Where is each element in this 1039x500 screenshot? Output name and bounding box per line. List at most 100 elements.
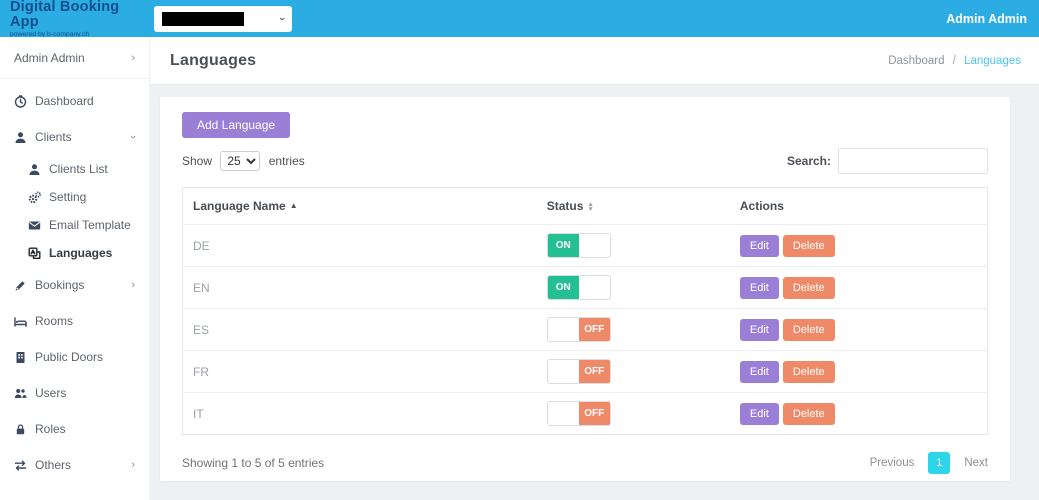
header-language-dropdown[interactable]: › — [154, 5, 292, 32]
chevron-down-icon: › — [127, 135, 140, 139]
delete-button-it[interactable]: Delete — [782, 402, 835, 425]
sidebar-item-public-doors[interactable]: Public Doors — [0, 339, 149, 375]
page-size-select[interactable]: 25 — [220, 151, 261, 171]
chevron-right-icon: › — [131, 279, 135, 291]
sidebar-item-label: Bookings — [35, 278, 85, 292]
sidebar-item-rooms[interactable]: Rooms — [0, 303, 149, 339]
show-label: Show — [182, 154, 213, 168]
toggle-off-segment — [579, 234, 610, 257]
search-control: Search: — [787, 148, 988, 174]
sidebar-item-label: Languages — [49, 246, 113, 260]
status-toggle-en[interactable]: ON — [546, 275, 611, 300]
sidebar: Admin Admin › Dashboard Clients › Clients Lis… — [0, 37, 150, 500]
edit-button-en[interactable]: Edit — [739, 276, 779, 299]
pagination: Previous 1 Next — [870, 452, 988, 474]
column-header-actions: Actions — [739, 199, 784, 213]
status-toggle-fr[interactable]: OFF — [546, 359, 611, 384]
edit-button-es[interactable]: Edit — [739, 318, 779, 341]
sidebar-item-label: Clients — [35, 130, 72, 144]
breadcrumb: Dashboard / Languages — [888, 55, 1021, 67]
edit-button-fr[interactable]: Edit — [739, 360, 779, 383]
languages-table: Language Name ▲ Status ▲ ▼ Actions DE ON Edit… — [182, 187, 988, 435]
status-cell: ON — [536, 266, 730, 309]
column-header-language-name[interactable]: Language Name ▲ — [193, 199, 298, 213]
sidebar-item-label: Roles — [35, 422, 66, 436]
table-row-es: ES OFF Edit Delete — [182, 308, 988, 351]
chevron-right-icon: › — [131, 52, 135, 64]
sidebar-item-users[interactable]: Users — [0, 375, 149, 411]
toggle-off-segment: OFF — [578, 360, 610, 383]
toggle-off-segment: OFF — [578, 402, 610, 425]
delete-button-fr[interactable]: Delete — [782, 360, 835, 383]
bed-icon — [14, 315, 29, 328]
envelope-icon — [28, 219, 43, 232]
table-header-row: Language Name ▲ Status ▲ ▼ Actions — [183, 188, 988, 225]
door-icon — [14, 351, 29, 364]
table-footer: Showing 1 to 5 of 5 entries Previous 1 N… — [182, 452, 988, 474]
table-row-en: EN ON Edit Delete — [182, 266, 988, 309]
redacted-selection-block — [162, 11, 244, 26]
toggle-on-segment — [548, 360, 579, 383]
pagination-previous[interactable]: Previous — [869, 457, 915, 469]
toggle-on-segment: ON — [547, 234, 579, 257]
toggle-off-segment: OFF — [578, 318, 610, 341]
sidebar-item-others[interactable]: Others › — [0, 447, 149, 483]
sort-ascending-icon: ▲ — [289, 201, 298, 210]
language-name-cell: DE — [182, 224, 537, 267]
search-label: Search: — [786, 154, 831, 168]
sidebar-item-label: Setting — [49, 190, 87, 204]
edit-button-it[interactable]: Edit — [739, 402, 779, 425]
chevron-right-icon: › — [131, 459, 135, 471]
main-content: Add Language Show 25 entries Search: Lan… — [150, 85, 1039, 500]
app-brand: Digital Booking App powered by b-company… — [0, 0, 150, 38]
page-title-bar: Languages Dashboard / Languages — [150, 37, 1039, 85]
status-cell: OFF — [536, 350, 730, 393]
sidebar-item-admin-admin[interactable]: Admin Admin › — [0, 37, 149, 79]
status-cell: OFF — [536, 308, 730, 351]
toggle-off-segment — [579, 276, 610, 299]
add-language-button[interactable]: Add Language — [182, 112, 291, 138]
edit-button-de[interactable]: Edit — [739, 234, 779, 257]
sidebar-item-clients[interactable]: Clients › — [0, 119, 149, 155]
delete-button-de[interactable]: Delete — [782, 234, 835, 257]
sidebar-item-email-template[interactable]: Email Template — [0, 211, 149, 239]
language-name-cell: FR — [182, 350, 537, 393]
user-icon — [28, 163, 43, 176]
sidebar-item-dashboard[interactable]: Dashboard — [0, 83, 149, 119]
delete-button-es[interactable]: Delete — [782, 318, 835, 341]
sidebar-item-bookings[interactable]: Bookings › — [0, 267, 149, 303]
actions-cell: Edit Delete — [729, 266, 988, 309]
toggle-on-segment — [548, 318, 579, 341]
sidebar-item-roles[interactable]: Roles — [0, 411, 149, 447]
status-toggle-de[interactable]: ON — [546, 233, 611, 258]
pen-icon — [14, 279, 29, 292]
search-input[interactable] — [838, 148, 988, 174]
gears-icon — [28, 191, 43, 204]
sidebar-nav: Admin Admin › Dashboard Clients › Clients Lis… — [0, 37, 149, 483]
actions-cell: Edit Delete — [729, 308, 988, 351]
sidebar-item-setting[interactable]: Setting — [0, 183, 149, 211]
app-title: Digital Booking App — [10, 0, 120, 30]
language-name-cell: EN — [182, 266, 537, 309]
sidebar-submenu-clients: Clients List Setting Email Template Languag… — [0, 155, 149, 267]
column-header-status[interactable]: Status ▲ ▼ — [546, 199, 594, 213]
pagination-next[interactable]: Next — [964, 457, 988, 469]
header-user-label[interactable]: Admin Admin — [946, 11, 1027, 26]
status-toggle-es[interactable]: OFF — [546, 317, 611, 342]
sidebar-item-languages[interactable]: Languages — [0, 239, 149, 267]
delete-button-en[interactable]: Delete — [782, 276, 835, 299]
sidebar-item-label: Public Doors — [35, 350, 104, 364]
sidebar-item-label: Rooms — [35, 314, 74, 328]
breadcrumb-dashboard[interactable]: Dashboard — [888, 54, 945, 67]
lock-icon — [14, 423, 29, 436]
pagination-page-1[interactable]: 1 — [928, 452, 951, 474]
arrows-icon — [14, 459, 29, 472]
breadcrumb-languages[interactable]: Languages — [964, 54, 1021, 67]
actions-cell: Edit Delete — [729, 224, 988, 267]
table-row-it: IT OFF Edit Delete — [182, 392, 988, 435]
sidebar-item-clients-list[interactable]: Clients List — [0, 155, 149, 183]
status-toggle-it[interactable]: OFF — [546, 401, 611, 426]
page-size-control: Show 25 entries — [182, 151, 305, 171]
table-row-de: DE ON Edit Delete — [182, 224, 988, 267]
language-name-cell: IT — [182, 392, 537, 435]
